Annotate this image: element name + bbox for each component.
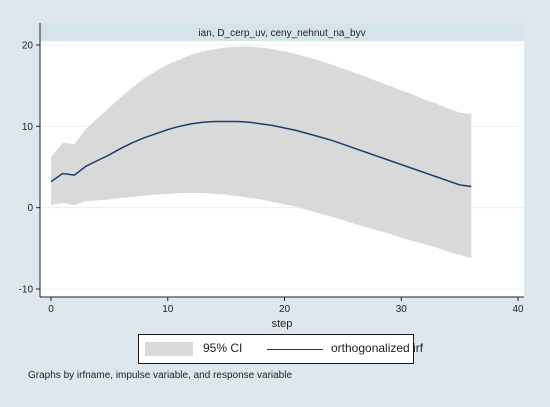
ci-band-layer [51, 46, 472, 259]
legend-ci-label: 95% CI [203, 341, 243, 355]
y-tick-label-0: 0 [27, 203, 33, 214]
x-axis-title: step [272, 318, 293, 330]
y-tick-label-10: 10 [22, 122, 34, 133]
graph-note: Graphs by irfname, impulse variable, and… [28, 370, 293, 381]
y-tick-label--10: -10 [19, 285, 34, 296]
ci-band [51, 46, 472, 259]
y-tick-label-20: 20 [22, 41, 34, 52]
x-tick-label-30: 30 [396, 304, 408, 315]
x-tick-label-20: 20 [279, 304, 291, 315]
axes: -10 0 10 20 0 10 20 30 40 [19, 23, 524, 315]
irf-line [50, 120, 472, 188]
legend-irf-label: orthogonalized irf [331, 341, 424, 355]
legend: 95% CI orthogonalized irf [138, 334, 423, 364]
legend-irf-line [267, 349, 323, 350]
panel-header [40, 23, 524, 41]
x-tick-label-10: 10 [162, 304, 174, 315]
irf-line-layer [50, 120, 472, 188]
x-tick-label-0: 0 [48, 304, 54, 315]
x-tick-label-40: 40 [512, 304, 524, 315]
legend-ci-swatch [145, 342, 193, 356]
panel-title: ian, D_cerp_uv, ceny_nehnut_na_byv [198, 28, 365, 39]
